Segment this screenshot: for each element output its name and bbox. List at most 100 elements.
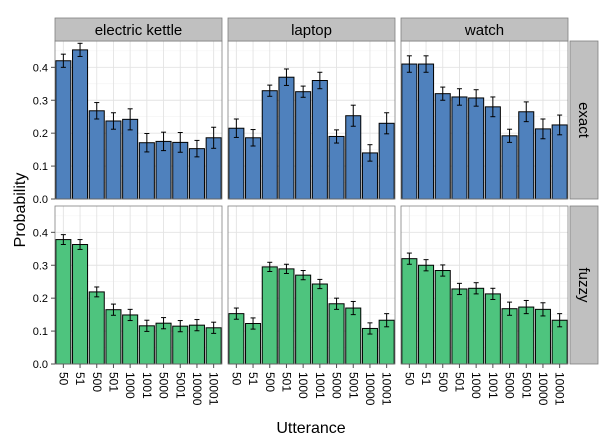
y-tick-label: 0.3 bbox=[33, 260, 48, 272]
strips-layer: electric kettle laptop watch exact fuzzy bbox=[54, 17, 599, 365]
x-tick-label: 50 bbox=[402, 372, 416, 386]
bar-5001 bbox=[345, 307, 362, 365]
bar-501 bbox=[105, 120, 122, 200]
x-tick-label: 501 bbox=[106, 372, 120, 392]
bar-1001 bbox=[311, 283, 328, 365]
y-tick-label: 0.1 bbox=[33, 326, 48, 338]
bar-50 bbox=[228, 127, 245, 200]
x-tick-label: 1000 bbox=[123, 372, 137, 399]
bar-500 bbox=[434, 93, 451, 200]
bar-5001 bbox=[518, 306, 535, 365]
column-strip bbox=[54, 17, 223, 42]
row-strip bbox=[569, 205, 599, 365]
bar-501 bbox=[451, 96, 468, 200]
x-tick-label: 51 bbox=[246, 372, 260, 386]
y-tick-label: 0.0 bbox=[33, 359, 48, 371]
x-tick-label: 50 bbox=[56, 372, 70, 386]
y-tick-label: 0.4 bbox=[33, 62, 48, 74]
x-tick-label: 501 bbox=[452, 372, 466, 392]
bar-1001 bbox=[484, 106, 501, 200]
bar-51 bbox=[418, 63, 435, 200]
x-tick-label: 5001 bbox=[173, 372, 187, 399]
y-tick-label: 0.4 bbox=[33, 227, 48, 239]
bar-5000 bbox=[328, 303, 345, 365]
bar-5001 bbox=[518, 111, 535, 200]
column-strip bbox=[227, 17, 396, 42]
x-tick-label: 10001 bbox=[207, 372, 221, 406]
x-tick-label: 5001 bbox=[519, 372, 533, 399]
row-strip-label: fuzzy bbox=[575, 267, 592, 303]
bar-5000 bbox=[328, 135, 345, 200]
bar-501 bbox=[451, 288, 468, 365]
bar-501 bbox=[105, 309, 122, 365]
x-tick-label: 500 bbox=[263, 372, 277, 392]
bar-51 bbox=[72, 244, 89, 365]
panel-electric-kettle-fuzzy bbox=[54, 205, 223, 365]
bar-5000 bbox=[155, 322, 172, 365]
x-axis-title: Utterance bbox=[276, 420, 345, 437]
bar-501 bbox=[278, 76, 295, 200]
panel-watch-fuzzy bbox=[400, 205, 569, 365]
bar-1000 bbox=[122, 314, 139, 365]
bar-50 bbox=[228, 313, 245, 365]
bar-50 bbox=[401, 63, 418, 200]
y-tick-label: 0.1 bbox=[33, 161, 48, 173]
x-tick-label: 500 bbox=[90, 372, 104, 392]
row-strip bbox=[569, 40, 599, 200]
column-strip bbox=[400, 17, 569, 42]
x-tick-label: 10000 bbox=[363, 372, 377, 406]
bar-10001 bbox=[551, 124, 568, 200]
y-tick-label: 0.2 bbox=[33, 293, 48, 305]
bar-10000 bbox=[534, 308, 551, 365]
row-strip-label: exact bbox=[575, 102, 592, 139]
panels-layer bbox=[54, 40, 569, 365]
bar-500 bbox=[434, 270, 451, 365]
column-strip-label: laptop bbox=[291, 22, 332, 39]
bar-51 bbox=[245, 137, 262, 200]
column-strip-label: watch bbox=[464, 22, 504, 39]
x-tick-label: 51 bbox=[73, 372, 87, 386]
y-tick-label: 0.2 bbox=[33, 128, 48, 140]
x-tick-label: 1001 bbox=[140, 372, 154, 399]
bar-1001 bbox=[484, 293, 501, 365]
bar-50 bbox=[55, 60, 72, 200]
x-tick-label: 1000 bbox=[296, 372, 310, 399]
bar-501 bbox=[278, 268, 295, 365]
x-tick-label: 5000 bbox=[503, 372, 517, 399]
x-tick-label: 50 bbox=[229, 372, 243, 386]
bar-10001 bbox=[378, 122, 395, 200]
panel-border bbox=[227, 205, 396, 365]
bar-500 bbox=[88, 291, 105, 365]
bar-1001 bbox=[311, 80, 328, 200]
bar-5000 bbox=[501, 308, 518, 365]
axes-layer: 0.00.10.20.30.40.00.10.20.30.450 51 500 501… bbox=[33, 62, 567, 405]
column-strip-label: electric kettle bbox=[95, 22, 183, 39]
bar-50 bbox=[55, 239, 72, 365]
x-tick-label: 501 bbox=[279, 372, 293, 392]
x-tick-label: 10001 bbox=[553, 372, 567, 406]
bar-10000 bbox=[534, 128, 551, 200]
panel-laptop-exact bbox=[227, 40, 396, 200]
x-tick-label: 10000 bbox=[536, 372, 550, 406]
bar-500 bbox=[261, 90, 278, 200]
bar-51 bbox=[418, 264, 435, 365]
panel-watch-exact bbox=[400, 40, 569, 200]
x-tick-label: 10000 bbox=[190, 372, 204, 406]
bar-1000 bbox=[295, 274, 312, 365]
x-tick-label: 51 bbox=[419, 372, 433, 386]
panel-border bbox=[54, 205, 223, 365]
x-tick-label: 1001 bbox=[486, 372, 500, 399]
y-axis-title: Probability bbox=[12, 173, 29, 248]
bar-1000 bbox=[295, 91, 312, 200]
panel-laptop-fuzzy bbox=[227, 205, 396, 365]
bar-1000 bbox=[468, 287, 485, 365]
x-tick-label: 10001 bbox=[380, 372, 394, 406]
y-tick-label: 0.0 bbox=[33, 194, 48, 206]
bar-5000 bbox=[501, 135, 518, 200]
y-tick-label: 0.3 bbox=[33, 95, 48, 107]
x-tick-label: 5000 bbox=[157, 372, 171, 399]
bar-50 bbox=[401, 258, 418, 365]
bar-51 bbox=[72, 49, 89, 200]
bar-500 bbox=[261, 266, 278, 365]
